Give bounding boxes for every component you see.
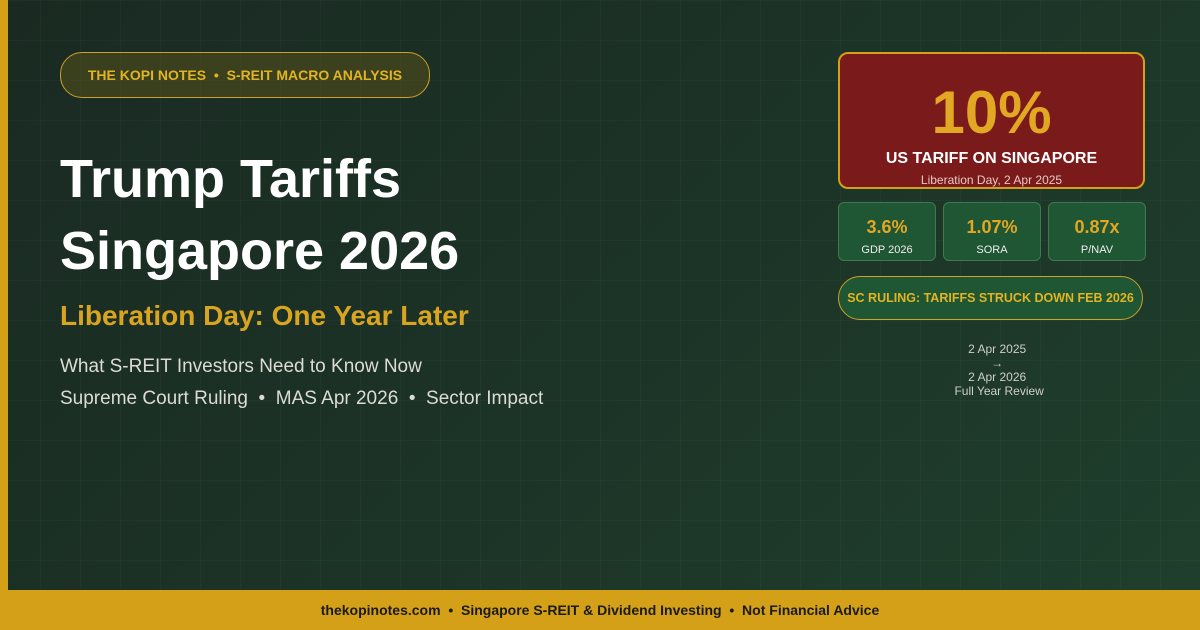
info-line: Supreme Court Ruling • MAS Apr 2026 • Se… [60,388,544,409]
stat-value: 1.07% [966,217,1018,237]
timeline: 2 Apr 2025 → 2 Apr 2026 Full Year Review [838,328,1143,412]
footer: thekopinotes.com • Singapore S-REIT & Di… [0,590,1200,630]
highlight-value: 10% [931,79,1052,146]
stat-label: SORA [976,244,1008,256]
timeline-from: 2 Apr 2025 [968,342,1027,356]
stat-box: 0.87x P/NAV [1048,202,1146,261]
stat-value: 3.6% [866,217,908,237]
ruling-pill: SC RULING: TARIFFS STRUCK DOWN FEB 2026 [838,276,1143,320]
sidebar [0,0,8,590]
stat-box: 3.6% GDP 2026 [838,202,936,261]
highlight-note: Liberation Day, 2 Apr 2025 [920,173,1063,187]
stat-label: GDP 2026 [861,244,913,256]
timeline-arrow: → [991,356,1004,370]
title-line: Singapore 2026 [60,221,460,281]
highlight-box: 10% US TARIFF ON SINGAPORE Liberation Da… [838,52,1145,189]
title-line: Trump Tariffs [60,149,402,209]
subtitle: Liberation Day: One Year Later [60,300,469,331]
stat-value: 0.87x [1074,217,1120,237]
stat-box: 1.07% SORA [943,202,1041,261]
timeline-note: Full Year Review [954,384,1044,398]
highlight-label: US TARIFF ON SINGAPORE [885,150,1098,167]
timeline-to: 2 Apr 2026 [968,370,1027,384]
badge: THE KOPI NOTES • S-REIT MACRO ANALYSIS [60,52,430,98]
stat-label: P/NAV [1080,244,1114,256]
info-line: What S-REIT Investors Need to Know Now [60,356,422,377]
